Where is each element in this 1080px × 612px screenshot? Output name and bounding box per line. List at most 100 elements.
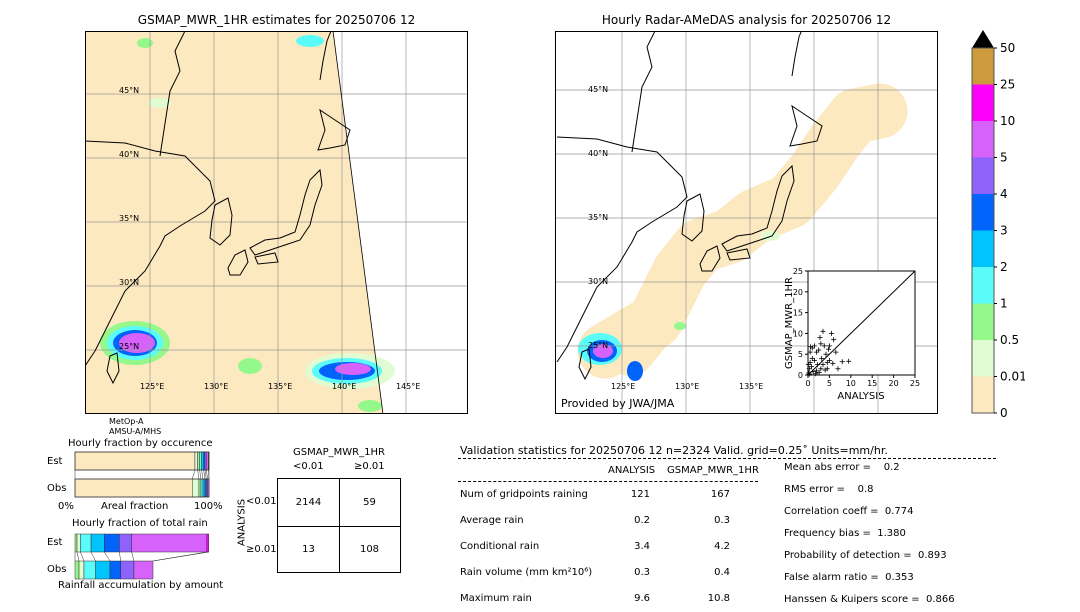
scatter-point — [814, 368, 820, 374]
score-line: False alarm ratio = 0.353 — [784, 572, 914, 583]
scatter-ytick: 5 — [798, 350, 803, 359]
stat-label: Average rain — [460, 515, 524, 526]
stacked-bar-segment — [120, 560, 135, 580]
col-header-gsmap: GSMAP_MWR_1HR — [667, 465, 759, 476]
lat-label: 25°N — [119, 342, 139, 351]
colorbar-extend-arrow — [972, 30, 994, 48]
occ-tick-0: 0% — [58, 501, 74, 512]
stacked-bar-segment — [90, 533, 105, 553]
scatter-point — [810, 369, 816, 375]
stacked-bar-segment — [78, 560, 85, 580]
scatter-point — [806, 370, 812, 376]
occ-tick-100: 100% — [194, 501, 223, 512]
left-map-title: GSMAP_MWR_1HR estimates for 20250706 12 — [137, 13, 416, 27]
scatter-point — [824, 366, 830, 372]
scatter-ytick: 10 — [793, 329, 803, 338]
swath-edge — [332, 31, 384, 414]
rainfrac-title: Hourly fraction of total rain — [72, 518, 208, 529]
lat-label: 25°N — [588, 341, 608, 350]
scatter-point — [817, 335, 823, 341]
colorbar-tick-label: 25 — [1000, 78, 1015, 92]
colorbar-segment — [972, 84, 994, 121]
scatter-point — [820, 362, 826, 368]
lon-label: 130°E — [204, 382, 228, 391]
table-cell: 2144 — [295, 497, 322, 508]
score-line: Probability of detection = 0.893 — [784, 550, 947, 561]
colorbar-segment — [972, 121, 994, 158]
left-gridlines — [85, 31, 468, 414]
stat-gsmap: 10.8 — [707, 593, 730, 604]
lat-label: 35°N — [119, 214, 139, 223]
colorbar-segment — [972, 340, 994, 377]
scatter-point — [805, 362, 811, 368]
data-credit: Provided by JWA/JMA — [561, 397, 675, 410]
stacked-bar-segment — [109, 560, 121, 580]
scatter-xtick: 20 — [889, 379, 899, 388]
colorbar-tick-label: 0.5 — [1000, 333, 1019, 347]
scatter-point — [813, 371, 819, 377]
colorbar-tick-label: 5 — [1000, 151, 1008, 165]
lon-label: 125°E — [140, 382, 164, 391]
stacked-bar-segment — [206, 451, 209, 471]
colorbar-segment — [972, 194, 994, 231]
colorbar-tick-label: 1 — [1000, 297, 1008, 311]
right-map-title: Hourly Radar-AMeDAS analysis for 2025070… — [601, 13, 892, 27]
scatter-point — [829, 330, 835, 336]
stacked-bar-segment — [192, 478, 200, 498]
scatter-point — [808, 364, 814, 370]
scatter-point — [831, 337, 837, 343]
colorbar-segment — [972, 267, 994, 304]
colorbar-tick-label: 10 — [1000, 114, 1015, 128]
stacked-bar-segment — [206, 533, 209, 553]
rainfrac-bars — [74, 533, 209, 580]
stat-analysis: 0.2 — [634, 515, 650, 526]
stat-analysis: 3.4 — [634, 541, 650, 552]
colorbar-segment — [972, 376, 994, 413]
scatter-inset: 0 5 10 15 20 25 0 5 10 15 20 25 ANALYSIS GSMAP_MWR_… — [784, 267, 920, 402]
scatter-xlabel: ANALYSIS — [837, 391, 884, 402]
scatter-point — [833, 349, 839, 355]
lon-label: 135°E — [739, 382, 763, 391]
row-label: <0.01 — [246, 496, 277, 507]
scatter-point — [826, 357, 832, 363]
colorbar-segment — [972, 48, 994, 85]
stacked-bar-segment — [198, 478, 202, 498]
scatter-ytick: 15 — [793, 309, 803, 318]
colorbar-tick-label: 2 — [1000, 260, 1008, 274]
colorbar-segment — [972, 157, 994, 194]
stat-analysis: 0.3 — [634, 567, 650, 578]
lon-label: 130°E — [675, 382, 699, 391]
stacked-bar-segment — [104, 533, 120, 553]
left-map: 45°N 40°N 35°N 30°N 25°N 125°E 130°E 135… — [85, 31, 468, 414]
scatter-point — [814, 349, 820, 355]
occurrence-title: Hourly fraction by occurence — [68, 438, 213, 449]
est-label: Est — [47, 537, 63, 548]
stacked-bar-segment — [119, 533, 132, 553]
lat-label: 45°N — [119, 86, 139, 95]
stat-gsmap: 4.2 — [714, 541, 730, 552]
scatter-xtick: 10 — [846, 379, 856, 388]
lon-label: 125°E — [611, 382, 635, 391]
scatter-point — [807, 349, 813, 355]
col-label: <0.01 — [293, 461, 324, 472]
colorbar-tick-label: 0.01 — [1000, 370, 1025, 384]
stacked-bar-segment — [200, 478, 204, 498]
stacked-bar-segment — [201, 451, 204, 471]
table-title: GSMAP_MWR_1HR — [293, 447, 385, 458]
score-line: Mean abs error = 0.2 — [784, 462, 900, 473]
scatter-ytick: 0 — [798, 371, 803, 380]
colorbar: 0 0.01 0.5 1 2 3 4 5 10 25 50 — [971, 30, 1025, 420]
col-header-analysis: ANALYSIS — [608, 465, 656, 476]
scatter-point — [809, 355, 815, 361]
est-label: Est — [47, 456, 63, 467]
table-cell: 59 — [363, 497, 376, 508]
left-rain-blobs — [100, 35, 395, 412]
rainfrac-xlabel: Rainfall accumulation by amount — [58, 580, 224, 591]
stat-analysis: 9.6 — [634, 593, 650, 604]
lon-label: 145°E — [396, 382, 420, 391]
satellite-label: MetOp-A — [109, 417, 144, 426]
lat-label: 30°N — [588, 277, 608, 286]
stacked-bar-segment — [74, 560, 80, 580]
scatter-point — [826, 343, 832, 349]
